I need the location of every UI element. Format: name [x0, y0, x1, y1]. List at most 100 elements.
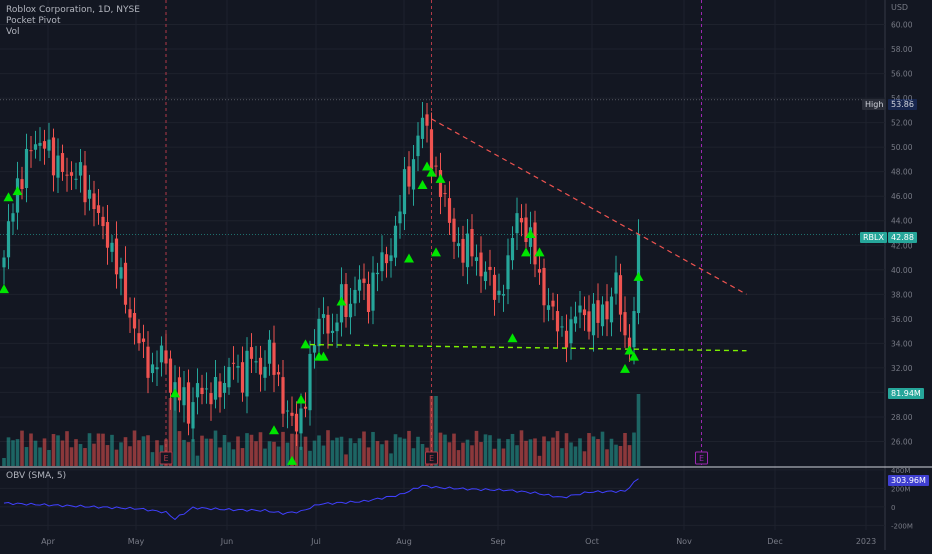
- volume-bar: [537, 455, 542, 466]
- candle-body: [501, 294, 506, 296]
- candle-body: [524, 217, 528, 243]
- pocket-pivot-marker: [431, 247, 441, 257]
- pocket-pivot-marker: [435, 173, 446, 183]
- volume-bar: [339, 436, 344, 466]
- volume-bar: [56, 435, 60, 466]
- candle-body: [389, 255, 393, 262]
- candle-body: [182, 387, 186, 406]
- volume-bar: [267, 441, 272, 466]
- volume-bar: [636, 394, 641, 466]
- volume-bar: [456, 450, 461, 466]
- indicator-pocket-pivot[interactable]: Pocket Pivot: [6, 16, 61, 26]
- price-tick-label: 38.00: [891, 290, 913, 299]
- volume-bar: [555, 431, 560, 466]
- volume-bar: [33, 440, 38, 466]
- candle-body: [600, 304, 605, 327]
- volume-bar: [281, 431, 285, 466]
- obv-line[interactable]: [3, 478, 639, 521]
- candle-body: [510, 238, 515, 261]
- candle-body: [236, 366, 240, 368]
- candle-body: [447, 198, 452, 223]
- candle-body: [263, 366, 267, 378]
- price-tick-label: 60.00: [891, 21, 913, 30]
- volume-bar: [65, 431, 69, 466]
- volume-bar: [357, 438, 362, 466]
- price-tick-label: 52.00: [891, 119, 913, 128]
- volume-bar: [488, 435, 492, 466]
- volume-bar: [564, 433, 569, 466]
- price-tick-label: 36.00: [891, 315, 913, 324]
- volume-bar: [578, 438, 582, 466]
- pocket-pivot-marker: [287, 455, 297, 465]
- candle-body: [245, 350, 249, 397]
- candle-body: [398, 211, 402, 224]
- volume-bar: [416, 436, 420, 466]
- candle-body: [20, 179, 24, 190]
- candle-body: [24, 148, 29, 188]
- pocket-pivot-marker: [300, 339, 311, 349]
- earnings-marker[interactable]: [425, 451, 438, 465]
- pocket-pivot-marker: [620, 363, 630, 373]
- symbol-legend[interactable]: Roblox Corporation, 1D, NYSE Pocket Pivo…: [6, 5, 140, 38]
- candle-body: [537, 269, 542, 273]
- candle-body: [69, 172, 74, 176]
- candle-body: [569, 319, 573, 344]
- time-tick-label: Oct: [585, 537, 599, 546]
- time-tick-label: 2023: [856, 537, 876, 546]
- volume-bar: [321, 445, 326, 466]
- candle-body: [407, 166, 411, 187]
- candle-body: [357, 279, 362, 291]
- volume-bar: [218, 447, 222, 466]
- obv-tick-label: 200M: [891, 485, 910, 493]
- earnings-marker[interactable]: [159, 451, 173, 465]
- high-label-badge: High: [862, 99, 887, 110]
- candle-body: [474, 257, 479, 261]
- candle-body: [137, 333, 141, 344]
- future-earnings-marker[interactable]: [695, 451, 708, 465]
- volume-bar: [366, 447, 371, 466]
- support-trendline[interactable]: [309, 343, 747, 352]
- candle-body: [533, 222, 537, 265]
- candle-body: [542, 267, 546, 306]
- volume-bar: [114, 449, 119, 466]
- volume-bar: [272, 441, 276, 466]
- candle-body: [168, 358, 173, 393]
- resistance-trendline[interactable]: [431, 118, 747, 295]
- candle-body: [573, 316, 578, 324]
- volume-bar: [596, 439, 600, 466]
- candle-body: [497, 290, 501, 296]
- volume-bar: [407, 430, 411, 466]
- candle-body: [164, 350, 168, 364]
- candle-body: [78, 162, 83, 176]
- earnings-marker-label: E: [163, 454, 168, 463]
- volume-bar: [389, 453, 393, 466]
- price-tick-label: 40.00: [891, 266, 913, 275]
- price-tick-label: 54.00: [891, 94, 913, 103]
- candle-body: [65, 174, 69, 176]
- indicator-volume[interactable]: Vol: [6, 27, 20, 37]
- candle-body: [38, 142, 42, 146]
- price-tick-label: 44.00: [891, 217, 913, 226]
- pocket-pivot-marker: [12, 186, 23, 196]
- candle-body: [546, 305, 551, 310]
- candle-body: [483, 271, 488, 282]
- pocket-pivot-marker: [426, 167, 437, 177]
- candle-body: [623, 312, 627, 336]
- volume-bar: [344, 454, 348, 466]
- pocket-pivot-marker: [318, 351, 329, 361]
- pocket-pivot-marker: [296, 394, 306, 404]
- candle-body: [186, 382, 191, 424]
- volume-value-badge: 81.94M: [888, 388, 924, 399]
- volume-bar: [137, 440, 141, 466]
- high-value-badge: 53.86: [888, 99, 917, 110]
- candle-body: [393, 225, 398, 258]
- volume-bar: [132, 430, 137, 466]
- obv-legend[interactable]: OBV (SMA, 5): [6, 471, 66, 482]
- obv-title: OBV (SMA, 5): [6, 471, 67, 481]
- volume-bar: [308, 450, 312, 466]
- volume-bar: [317, 435, 321, 466]
- volume-bar: [402, 438, 407, 466]
- candle-body: [326, 314, 330, 334]
